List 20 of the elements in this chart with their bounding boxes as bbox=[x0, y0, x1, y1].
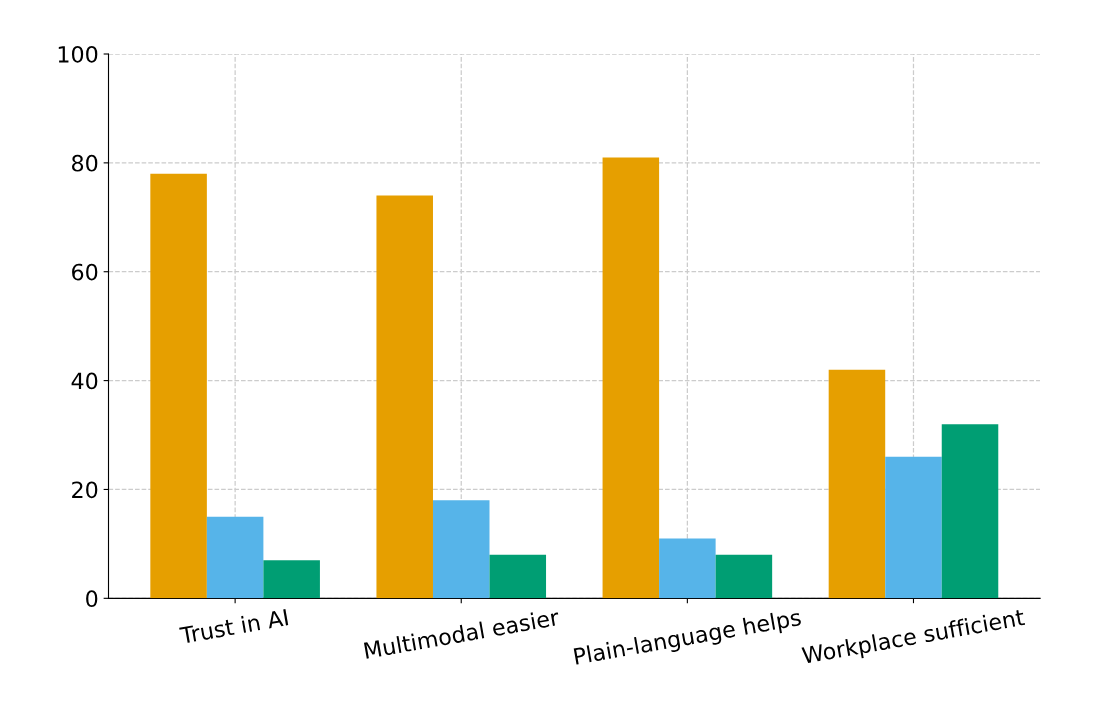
bar bbox=[150, 173, 207, 599]
bar bbox=[828, 369, 886, 599]
y-tick-label: 60 bbox=[72, 263, 98, 281]
y-tick-label: 100 bbox=[58, 45, 98, 63]
bar bbox=[941, 424, 999, 599]
bar bbox=[263, 560, 320, 599]
y-tick-label: 40 bbox=[71, 372, 98, 390]
x-tick-label: Workplace sufficient bbox=[801, 608, 1026, 669]
bar bbox=[489, 554, 547, 599]
bar bbox=[376, 195, 433, 599]
x-tick-label: Trust in AI bbox=[179, 608, 289, 645]
y-tick-label: 0 bbox=[86, 590, 98, 608]
bar bbox=[659, 538, 716, 599]
bar bbox=[432, 500, 490, 599]
bar bbox=[602, 157, 660, 599]
bar bbox=[885, 456, 942, 599]
y-tick-label: 80 bbox=[72, 154, 98, 172]
bar bbox=[715, 554, 773, 599]
bar bbox=[206, 516, 264, 599]
y-tick-label: 20 bbox=[72, 481, 98, 499]
